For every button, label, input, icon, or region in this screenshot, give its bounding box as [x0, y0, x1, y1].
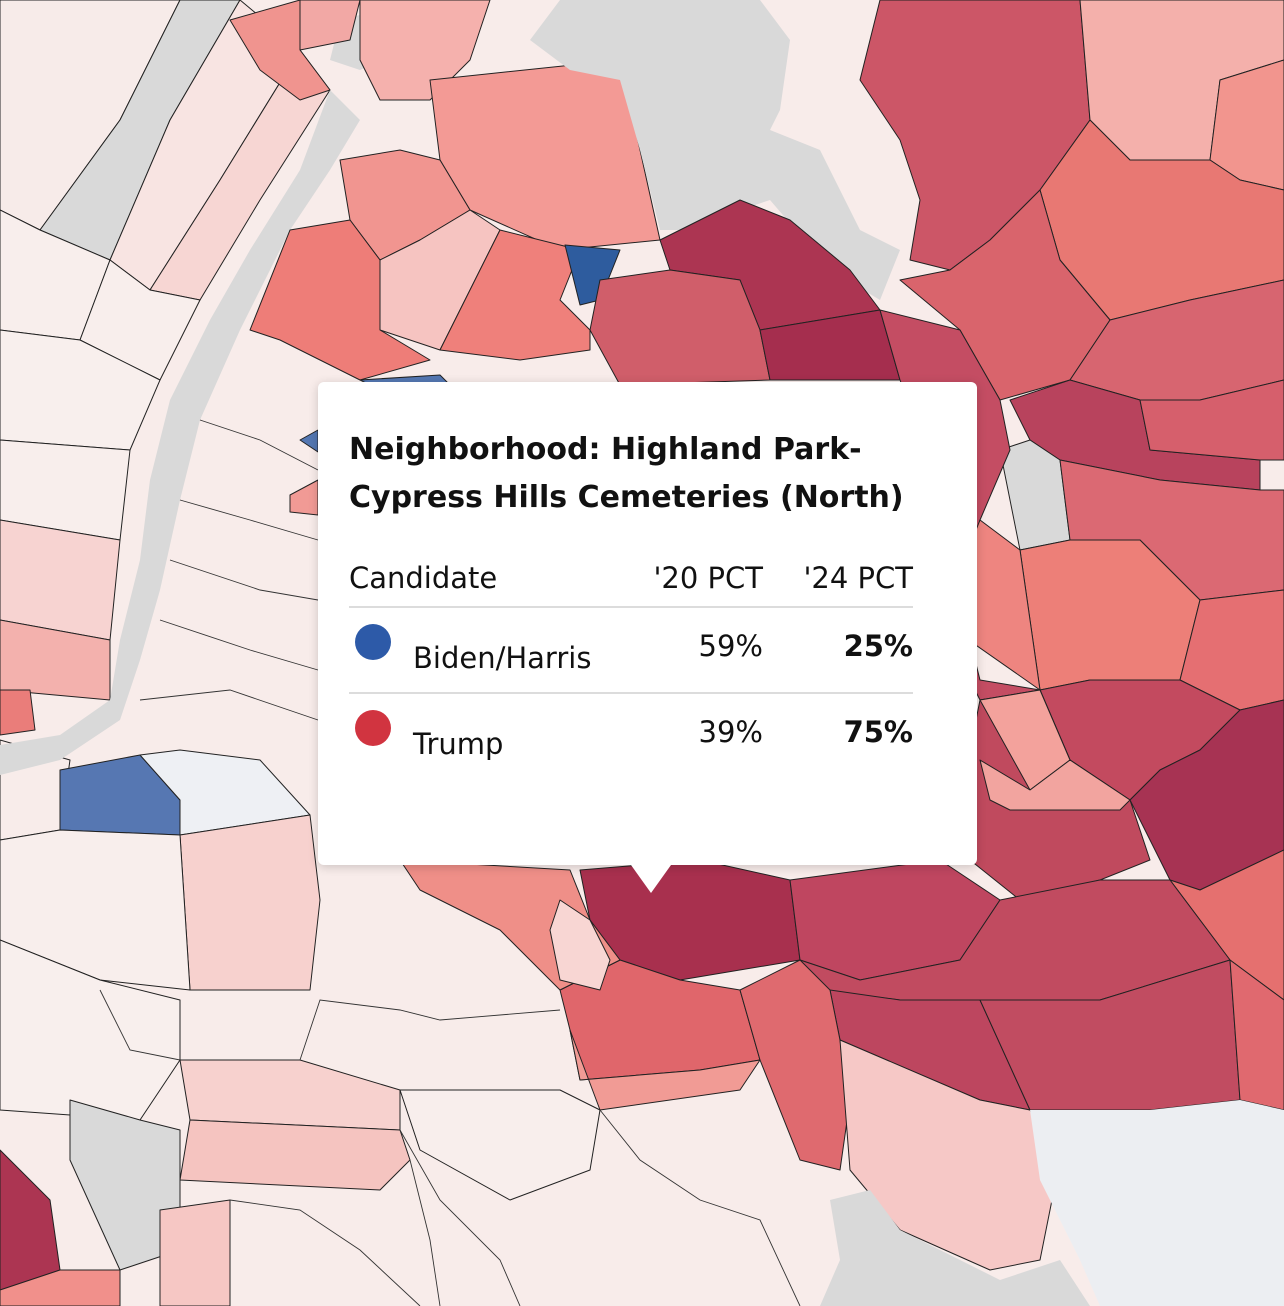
- east-river: [0, 90, 360, 775]
- table-row: Trump 39% 75%: [349, 692, 913, 778]
- candidate-name: Trump: [413, 727, 504, 761]
- table-row: Biden/Harris 59% 25%: [349, 608, 913, 692]
- pct24-column-header: '24 PCT: [803, 561, 913, 595]
- district-borders: [99, 419, 801, 1306]
- pct24-value: 75%: [843, 715, 913, 749]
- north-districts: [229, 0, 661, 381]
- pct20-value: 59%: [698, 629, 763, 663]
- tooltip-title: Neighborhood: Highland Park-Cypress Hill…: [349, 432, 904, 515]
- brooklyn-east-districts: [399, 199, 1284, 1271]
- rep-dot-icon: [355, 710, 391, 746]
- tooltip-pointer: [631, 865, 671, 893]
- queens-districts: [859, 0, 1284, 801]
- pct20-value: 39%: [698, 715, 763, 749]
- pct20-column-header: '20 PCT: [653, 561, 763, 595]
- dem-dot-icon: [355, 624, 391, 660]
- candidate-column-header: Candidate: [349, 561, 498, 595]
- brooklyn-west-districts: [0, 749, 601, 1306]
- candidate-name: Biden/Harris: [413, 641, 592, 675]
- manhattan-districts: [0, 0, 331, 841]
- results-table-header: Candidate '20 PCT '24 PCT: [349, 550, 913, 608]
- jamaica-bay: [1030, 1100, 1284, 1306]
- results-table: Candidate '20 PCT '24 PCT Biden/Harris 5…: [349, 550, 913, 778]
- pct24-value: 25%: [843, 629, 913, 663]
- neighborhood-tooltip: Neighborhood: Highland Park-Cypress Hill…: [318, 382, 977, 893]
